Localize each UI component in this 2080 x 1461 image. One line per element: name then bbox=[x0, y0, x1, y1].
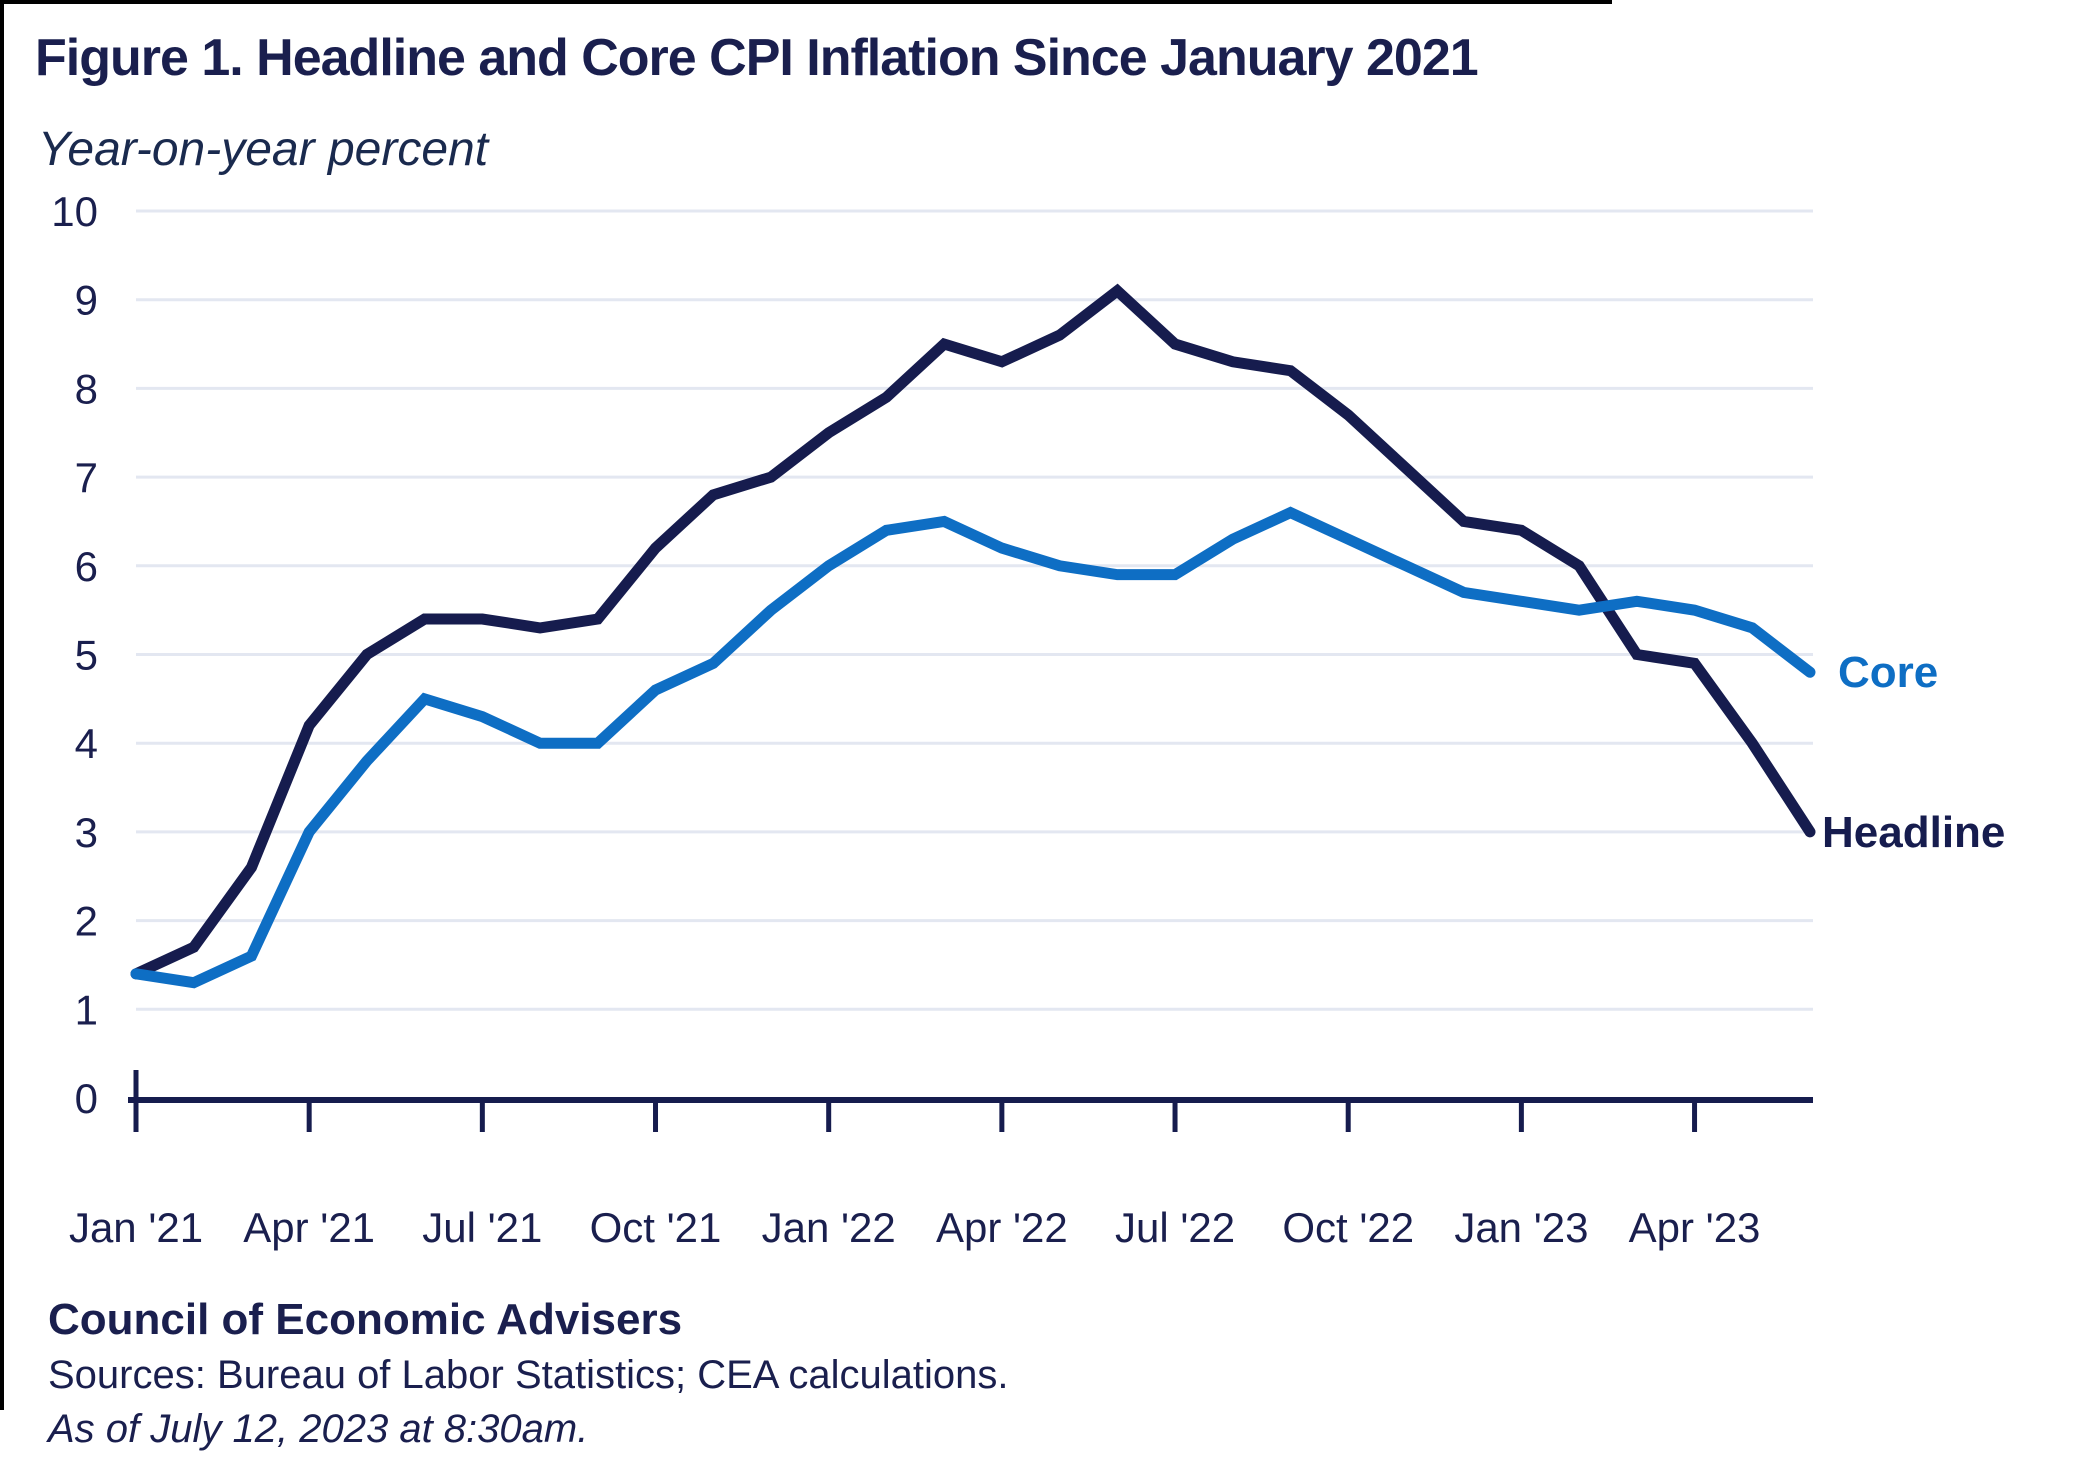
x-axis-label-8: Jan '23 bbox=[1454, 1204, 1588, 1251]
figure-footer: Council of Economic Advisers Sources: Bu… bbox=[48, 1292, 1009, 1456]
x-axis-label-2: Jul '21 bbox=[422, 1204, 542, 1251]
x-axis-label-1: Apr '21 bbox=[243, 1204, 375, 1251]
y-axis-label-2: 2 bbox=[75, 898, 98, 945]
y-axis-label-7: 7 bbox=[75, 454, 98, 501]
y-axis-label-5: 5 bbox=[75, 632, 98, 679]
y-axis-label-3: 3 bbox=[75, 809, 98, 856]
x-axis-label-0: Jan '21 bbox=[69, 1204, 203, 1251]
figure-title: Figure 1. Headline and Core CPI Inflatio… bbox=[35, 29, 1479, 87]
y-axis-label-0: 0 bbox=[75, 1075, 98, 1122]
page-edge-artifact-left bbox=[0, 0, 4, 1410]
core-series-label: Core bbox=[1838, 648, 1938, 697]
y-axis-label-9: 9 bbox=[75, 277, 98, 324]
footer-sources: Sources: Bureau of Labor Statistics; CEA… bbox=[48, 1353, 1009, 1397]
x-axis-label-4: Jan '22 bbox=[762, 1204, 896, 1251]
y-axis-label-6: 6 bbox=[75, 543, 98, 590]
y-axis-label-1: 1 bbox=[75, 986, 98, 1033]
figure-subtitle: Year-on-year percent bbox=[38, 123, 489, 176]
y-axis-label-8: 8 bbox=[75, 365, 98, 412]
y-axis-label-4: 4 bbox=[75, 720, 98, 767]
page-edge-artifact-top bbox=[0, 0, 1612, 4]
core-series-line bbox=[130, 506, 1816, 989]
footer-as-of: As of July 12, 2023 at 8:30am. bbox=[48, 1407, 589, 1451]
headline-series-line bbox=[130, 283, 1816, 980]
headline-series-label: Headline bbox=[1822, 808, 2005, 857]
x-axis-label-5: Apr '22 bbox=[936, 1204, 1068, 1251]
x-axis-label-3: Oct '21 bbox=[590, 1204, 722, 1251]
footer-organization: Council of Economic Advisers bbox=[48, 1295, 683, 1344]
x-axis-label-9: Apr '23 bbox=[1629, 1204, 1761, 1251]
x-axis-label-7: Oct '22 bbox=[1282, 1204, 1414, 1251]
y-axis-label-10: 10 bbox=[51, 188, 98, 235]
x-axis-label-6: Jul '22 bbox=[1115, 1204, 1235, 1251]
